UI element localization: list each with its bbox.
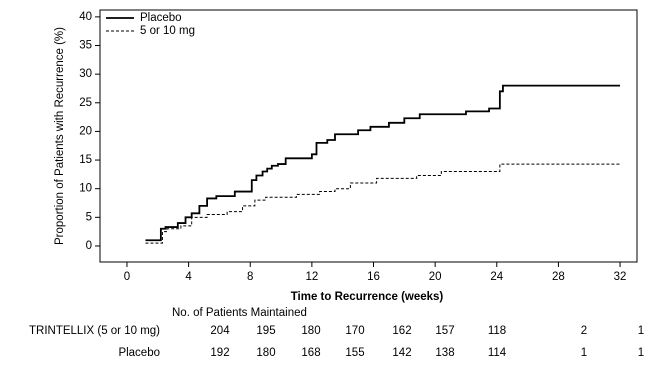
x-tick-label: 28 [552, 271, 565, 283]
at-risk-count: 138 [435, 347, 454, 359]
at-risk-count: 155 [345, 347, 364, 359]
at-risk-count: 1 [638, 325, 644, 337]
at-risk-row-label: TRINTELLIX (5 or 10 mg) [29, 325, 160, 337]
x-tick-label: 8 [247, 271, 253, 283]
y-tick-label: 35 [79, 40, 92, 52]
x-tick-label: 0 [124, 271, 130, 283]
y-tick-label: 15 [79, 154, 92, 166]
y-tick-label: 20 [79, 125, 92, 137]
at-risk-count: 168 [301, 347, 320, 359]
at-risk-count: 118 [488, 325, 506, 337]
y-tick-label: 25 [79, 97, 92, 109]
at-risk-count: 2 [581, 325, 587, 337]
at-risk-count: 157 [435, 325, 454, 337]
at-risk-count: 162 [392, 325, 411, 337]
x-axis-label: Time to Recurrence (weeks) [291, 291, 444, 303]
x-tick-label: 16 [367, 271, 380, 283]
y-tick-label: 5 [86, 211, 92, 223]
x-tick-label: 12 [305, 271, 318, 283]
step-line [145, 163, 621, 244]
y-tick-label: 30 [79, 68, 92, 80]
x-tick-label: 4 [185, 271, 192, 283]
step-line [145, 84, 621, 242]
plot-frame [99, 9, 638, 263]
at-risk-count: 142 [392, 347, 411, 359]
at-risk-row-label: Placebo [118, 347, 160, 359]
at-risk-count: 192 [210, 347, 229, 359]
legend-label: Placebo [140, 12, 182, 24]
at-risk-count: 1 [638, 347, 644, 359]
x-tick-label: 20 [429, 271, 442, 283]
at-risk-count: 170 [345, 325, 364, 337]
at-risk-title: No. of Patients Maintained [172, 307, 307, 319]
x-tick-label: 32 [614, 271, 627, 283]
at-risk-count: 114 [488, 347, 507, 359]
at-risk-count: 1 [581, 347, 587, 359]
y-tick-label: 40 [79, 11, 92, 23]
y-axis-label: Proportion of Patients with Recurrence (… [54, 27, 66, 245]
at-risk-count: 180 [256, 347, 275, 359]
at-risk-count: 195 [256, 325, 275, 337]
at-risk-count: 180 [301, 325, 320, 337]
at-risk-count: 204 [210, 325, 230, 337]
x-tick-label: 24 [490, 271, 503, 283]
y-tick-label: 0 [86, 240, 92, 252]
y-tick-label: 10 [79, 183, 92, 195]
legend-label: 5 or 10 mg [140, 25, 195, 37]
